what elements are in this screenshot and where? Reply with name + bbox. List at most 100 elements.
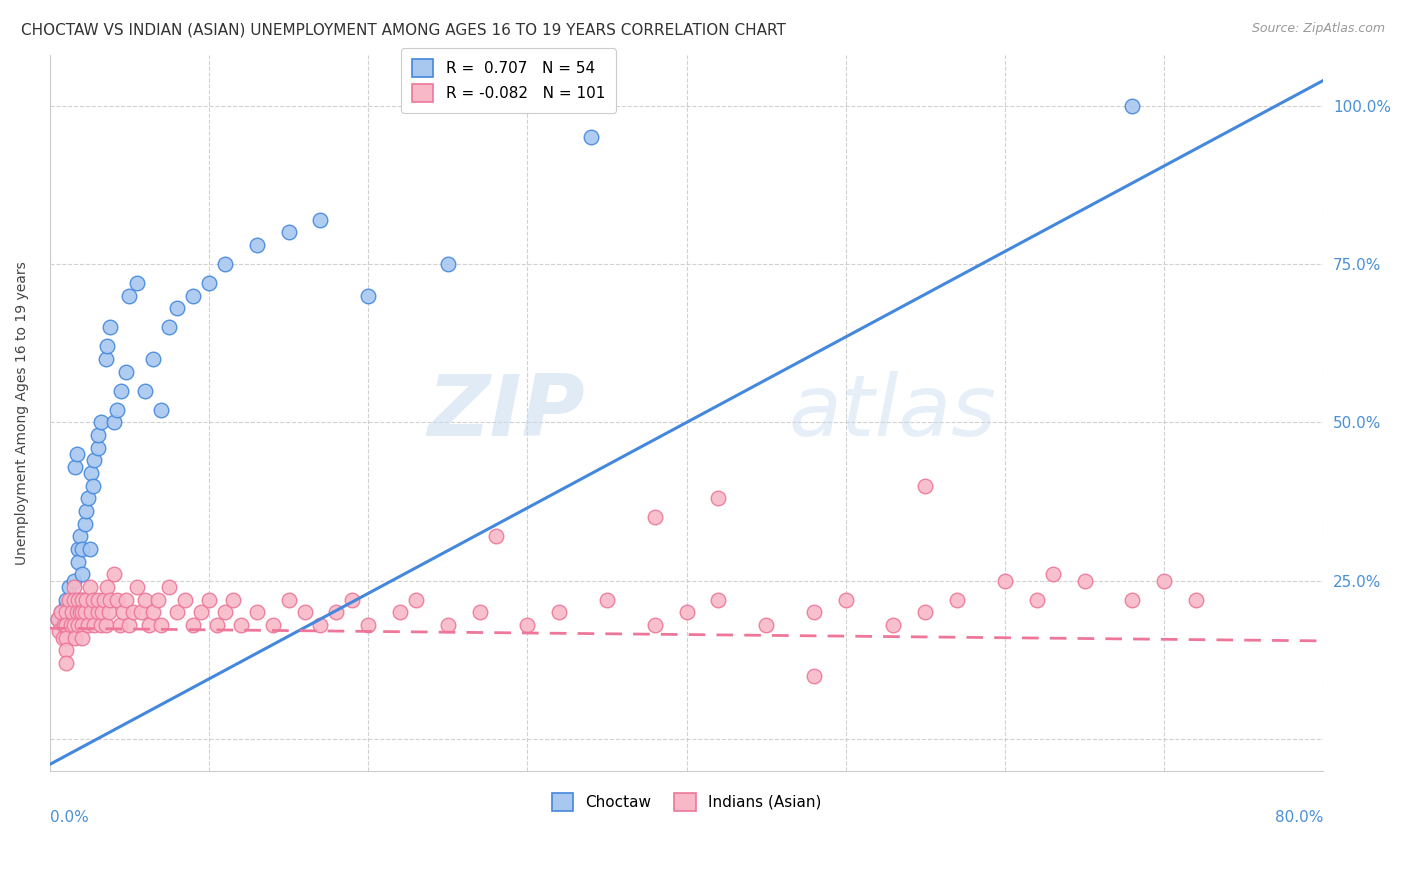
- Point: [66, 447, 89, 461]
- Point: [596, 592, 619, 607]
- Point: [803, 606, 825, 620]
- Point: [516, 618, 538, 632]
- Point: [62, 618, 84, 632]
- Point: [69, 529, 91, 543]
- Point: [55, 592, 77, 607]
- Point: [103, 567, 125, 582]
- Point: [67, 592, 90, 607]
- Point: [55, 631, 77, 645]
- Point: [357, 618, 380, 632]
- Point: [98, 320, 121, 334]
- Point: [90, 416, 112, 430]
- Point: [1042, 567, 1064, 582]
- Point: [70, 631, 93, 645]
- Point: [205, 618, 228, 632]
- Point: [468, 606, 491, 620]
- Point: [80, 606, 103, 620]
- Point: [181, 289, 204, 303]
- Point: [70, 592, 93, 607]
- Point: [58, 580, 80, 594]
- Point: [93, 592, 115, 607]
- Point: [129, 606, 152, 620]
- Point: [67, 618, 90, 632]
- Point: [325, 606, 347, 620]
- Point: [246, 606, 269, 620]
- Point: [75, 592, 97, 607]
- Point: [103, 416, 125, 430]
- Point: [214, 606, 236, 620]
- Point: [1121, 99, 1143, 113]
- Point: [150, 618, 173, 632]
- Point: [83, 453, 105, 467]
- Point: [69, 606, 91, 620]
- Point: [53, 618, 76, 632]
- Point: [60, 606, 83, 620]
- Point: [46, 612, 69, 626]
- Point: [70, 606, 93, 620]
- Point: [48, 624, 70, 639]
- Point: [157, 320, 180, 334]
- Point: [66, 606, 89, 620]
- Text: Source: ZipAtlas.com: Source: ZipAtlas.com: [1251, 22, 1385, 36]
- Point: [52, 631, 75, 645]
- Legend: Choctaw, Indians (Asian): Choctaw, Indians (Asian): [546, 787, 827, 817]
- Point: [65, 459, 87, 474]
- Point: [882, 618, 904, 632]
- Point: [77, 491, 100, 506]
- Point: [214, 257, 236, 271]
- Point: [484, 529, 506, 543]
- Point: [190, 606, 212, 620]
- Point: [277, 592, 299, 607]
- Point: [67, 542, 90, 557]
- Text: atlas: atlas: [789, 371, 997, 454]
- Point: [198, 276, 221, 290]
- Point: [198, 592, 221, 607]
- Point: [309, 212, 332, 227]
- Point: [835, 592, 858, 607]
- Point: [1185, 592, 1208, 607]
- Point: [86, 441, 108, 455]
- Point: [222, 592, 245, 607]
- Point: [82, 479, 104, 493]
- Text: 0.0%: 0.0%: [49, 810, 89, 825]
- Point: [108, 618, 131, 632]
- Point: [118, 618, 141, 632]
- Point: [118, 289, 141, 303]
- Point: [309, 618, 332, 632]
- Point: [157, 580, 180, 594]
- Point: [70, 542, 93, 557]
- Point: [70, 606, 93, 620]
- Point: [62, 592, 84, 607]
- Point: [82, 592, 104, 607]
- Point: [405, 592, 427, 607]
- Point: [707, 592, 730, 607]
- Point: [86, 428, 108, 442]
- Point: [146, 592, 169, 607]
- Point: [142, 352, 165, 367]
- Point: [83, 618, 105, 632]
- Point: [86, 592, 108, 607]
- Point: [52, 618, 75, 632]
- Point: [90, 618, 112, 632]
- Point: [755, 618, 778, 632]
- Point: [115, 592, 138, 607]
- Point: [79, 542, 101, 557]
- Point: [262, 618, 284, 632]
- Point: [707, 491, 730, 506]
- Point: [94, 352, 117, 367]
- Text: ZIP: ZIP: [427, 371, 585, 454]
- Point: [55, 606, 77, 620]
- Point: [246, 238, 269, 252]
- Point: [67, 555, 90, 569]
- Point: [110, 384, 132, 398]
- Point: [294, 606, 316, 620]
- Point: [55, 618, 77, 632]
- Point: [98, 592, 121, 607]
- Point: [55, 599, 77, 613]
- Point: [80, 466, 103, 480]
- Point: [229, 618, 252, 632]
- Point: [55, 612, 77, 626]
- Point: [121, 606, 143, 620]
- Point: [181, 618, 204, 632]
- Text: 80.0%: 80.0%: [1275, 810, 1323, 825]
